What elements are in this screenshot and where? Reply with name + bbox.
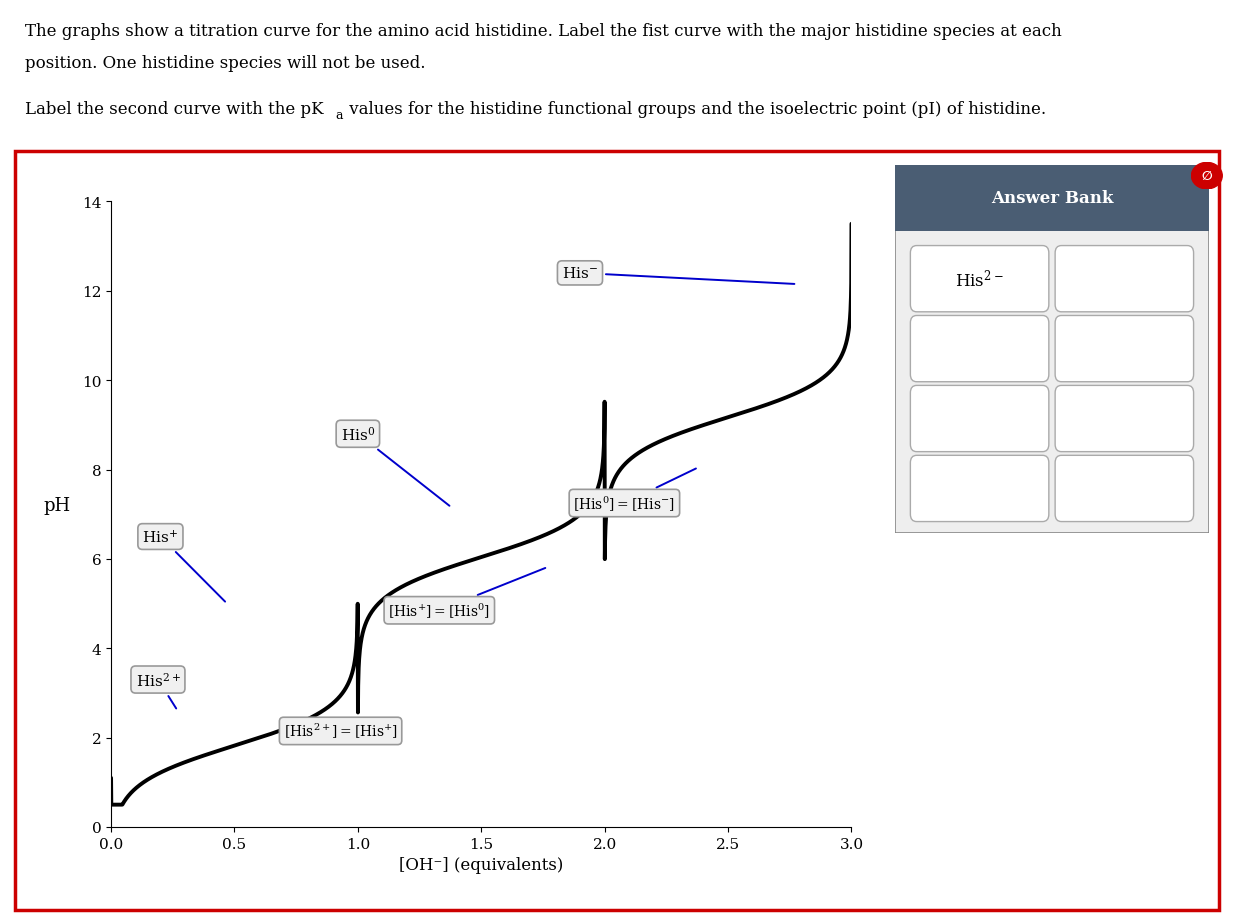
X-axis label: [OH⁻] (equivalents): [OH⁻] (equivalents) (399, 857, 564, 873)
Text: position. One histidine species will not be used.: position. One histidine species will not… (25, 55, 426, 72)
Circle shape (1192, 164, 1222, 189)
Text: $\mathregular{His^{-}}$: $\mathregular{His^{-}}$ (561, 267, 795, 285)
FancyBboxPatch shape (911, 386, 1049, 452)
Text: values for the histidine functional groups and the isoelectric point (pI) of his: values for the histidine functional grou… (344, 101, 1046, 118)
FancyBboxPatch shape (911, 246, 1049, 312)
Text: Label the second curve with the pK: Label the second curve with the pK (25, 101, 323, 118)
Bar (15, 152, 1219, 910)
FancyBboxPatch shape (1055, 456, 1193, 522)
Text: $\mathregular{His^{2+}}$: $\mathregular{His^{2+}}$ (136, 671, 180, 709)
Text: a: a (336, 108, 343, 121)
FancyBboxPatch shape (911, 456, 1049, 522)
FancyBboxPatch shape (1055, 246, 1193, 312)
Text: $\mathregular{His^{+}}$: $\mathregular{His^{+}}$ (142, 528, 225, 602)
Text: $\mathregular{His^{0}}$: $\mathregular{His^{0}}$ (341, 425, 449, 506)
Text: Answer Bank: Answer Bank (991, 190, 1113, 207)
Y-axis label: pH: pH (43, 496, 70, 515)
FancyBboxPatch shape (911, 316, 1049, 382)
FancyBboxPatch shape (1055, 316, 1193, 382)
Text: ∅: ∅ (1202, 170, 1212, 183)
Text: The graphs show a titration curve for the amino acid histidine. Label the fist c: The graphs show a titration curve for th… (25, 23, 1061, 40)
Text: $\mathregular{[His^{2+}] = [His^{+}]}$: $\mathregular{[His^{2+}] = [His^{+}]}$ (284, 721, 397, 741)
Bar (895, 165, 1209, 232)
FancyBboxPatch shape (1055, 386, 1193, 452)
Text: $\mathregular{[His^{0}] = [His^{-}]}$: $\mathregular{[His^{0}] = [His^{-}]}$ (574, 469, 696, 513)
Text: $\mathregular{His^{2-}}$: $\mathregular{His^{2-}}$ (955, 268, 1004, 290)
Text: $\mathregular{[His^{+}] = [His^{0}]}$: $\mathregular{[His^{+}] = [His^{0}]}$ (389, 568, 545, 620)
